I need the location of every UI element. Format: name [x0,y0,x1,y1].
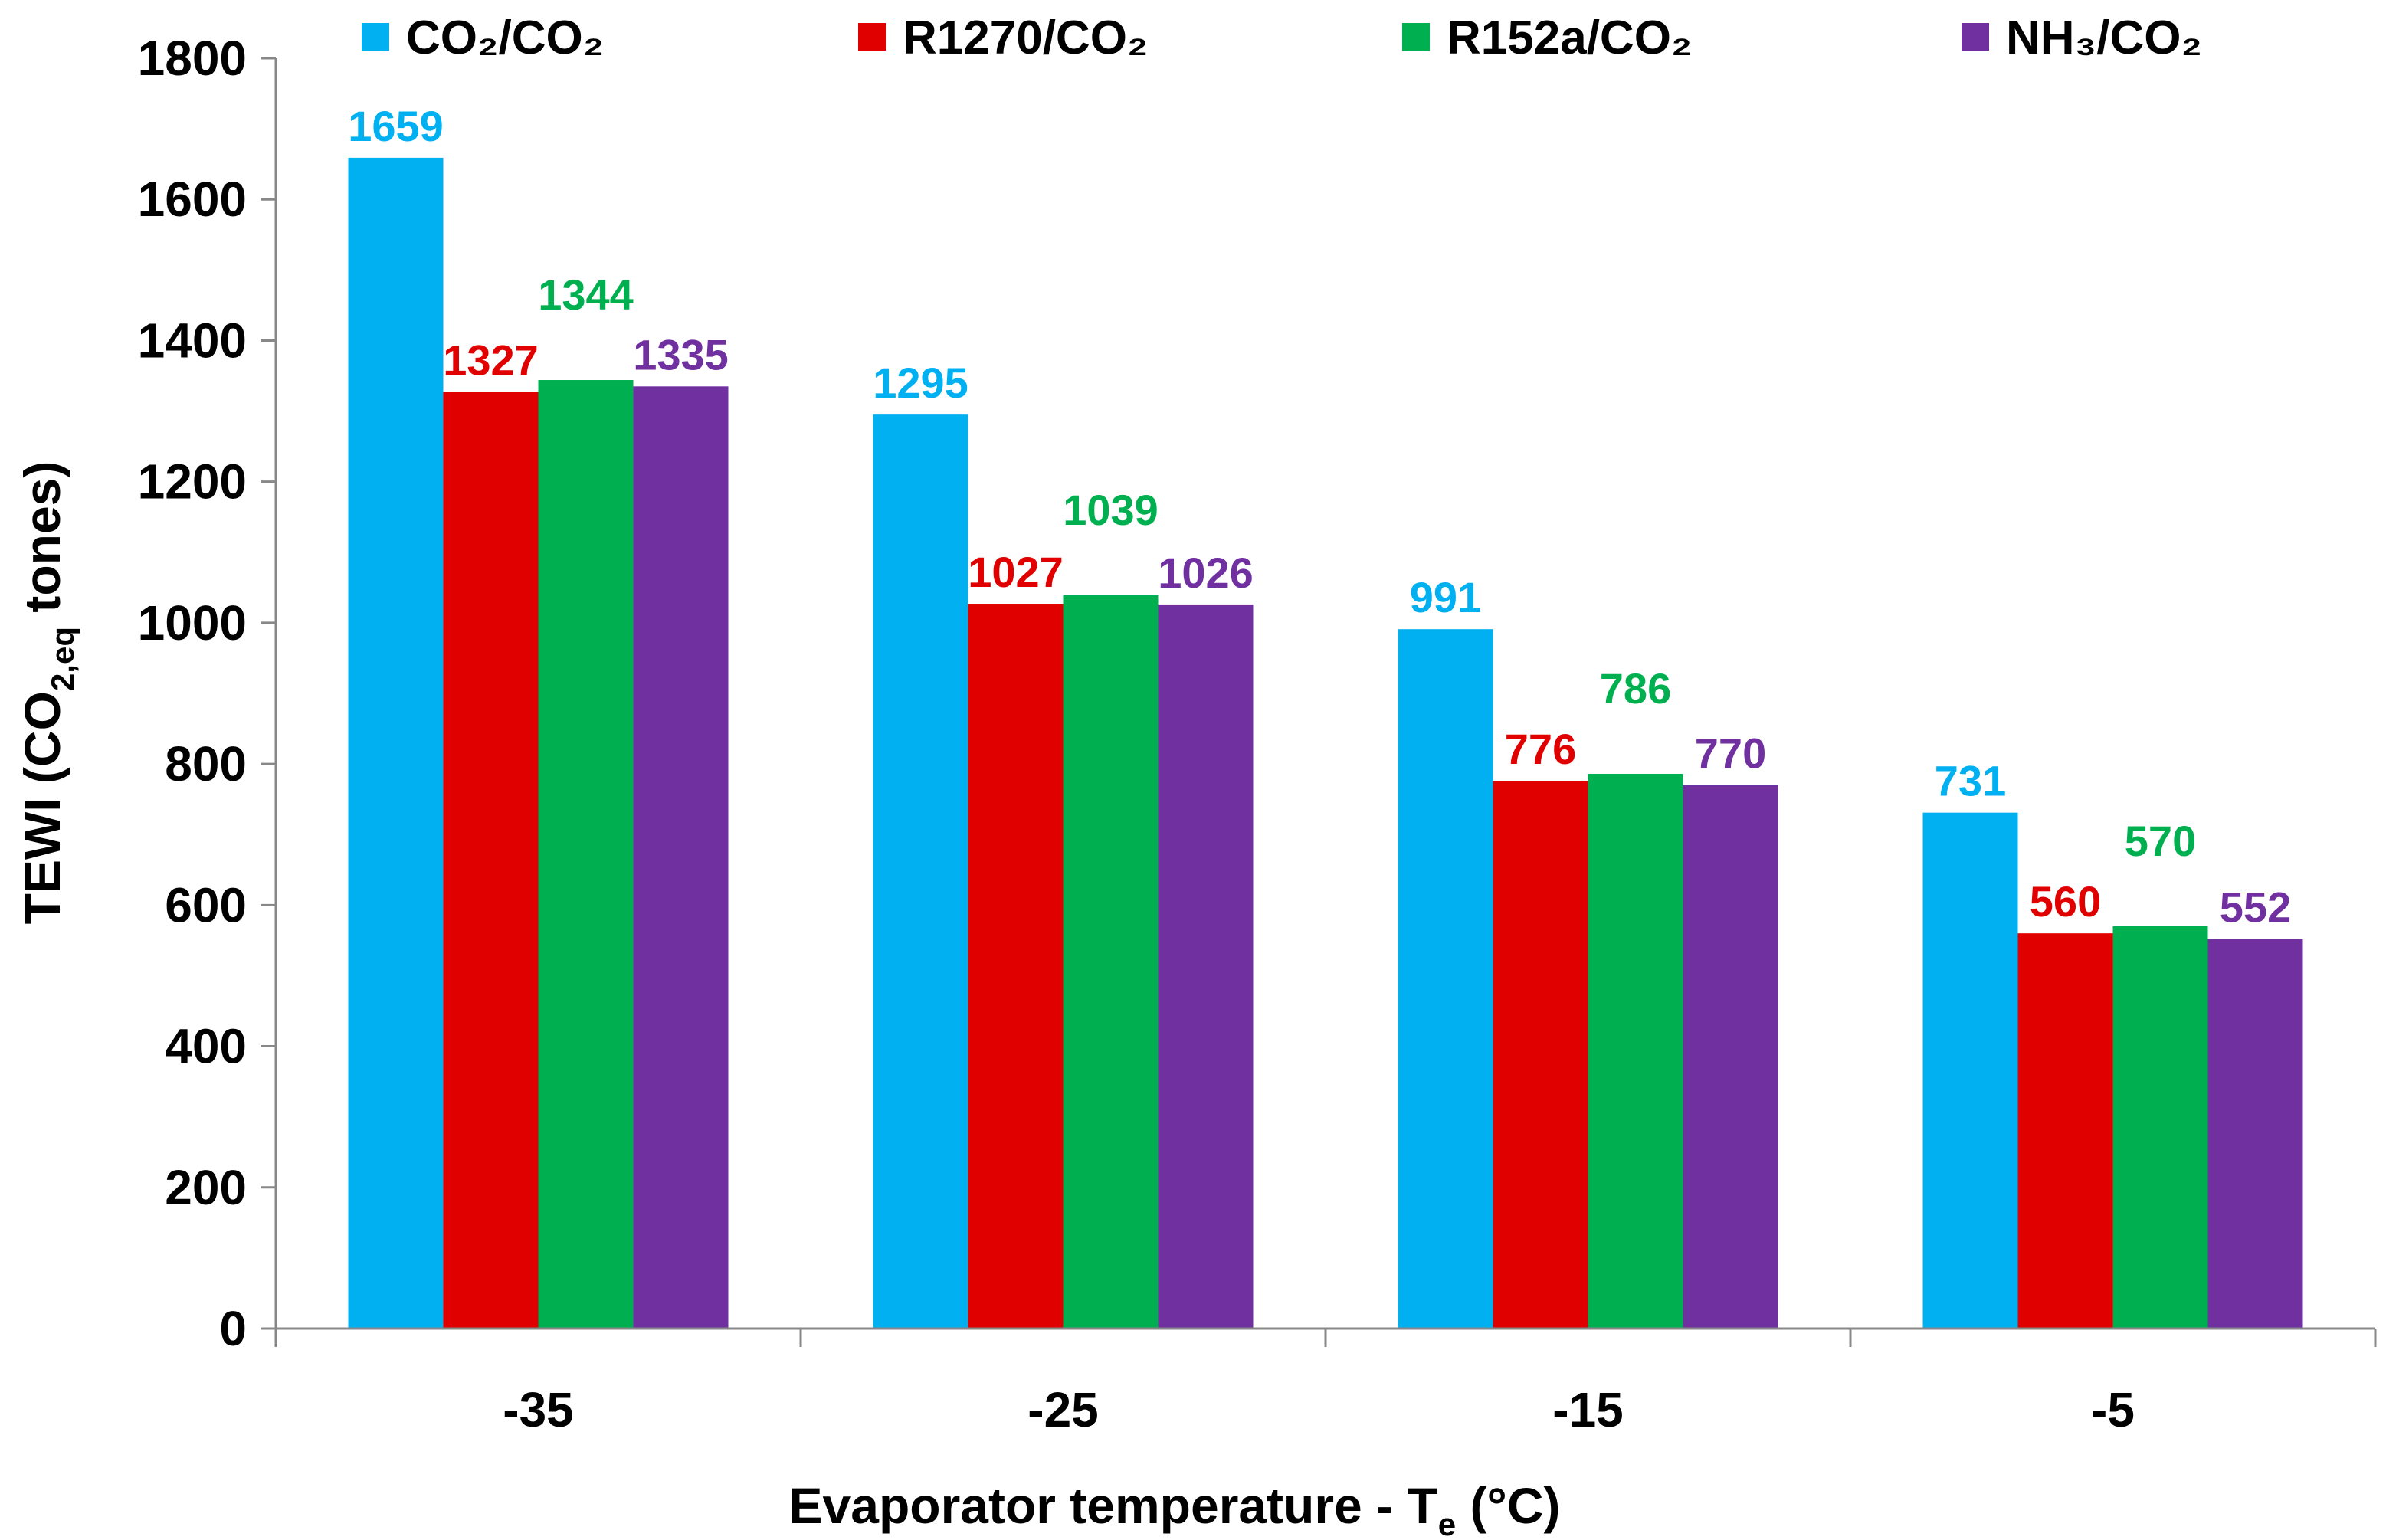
bar [1063,595,1159,1329]
bar [443,392,539,1329]
bars [348,157,2303,1329]
bar [2112,926,2208,1329]
legend-label: R1270/CO₂ [903,11,1148,64]
data-label: 770 [1695,729,1766,778]
x-tick-label: -35 [503,1382,574,1437]
legend-label: R152a/CO₂ [1447,11,1692,64]
legend-swatch [858,23,886,51]
y-tick-label: 1800 [138,31,247,86]
y-tick-label: 600 [165,877,247,932]
y-axis-title: TEWI (CO2,eq tones) [14,461,80,925]
bar [1922,812,2018,1329]
data-label: 570 [2125,817,2196,865]
y-tick-label: 400 [165,1019,247,1074]
legend-label: CO₂/CO₂ [406,11,604,64]
data-label: 552 [2220,883,2291,932]
bar [1398,629,1493,1329]
y-tick-label: 0 [219,1301,247,1356]
data-label: 1039 [1063,486,1159,534]
bar [348,157,444,1329]
legend-item: CO₂/CO₂ [362,11,604,64]
data-label: 776 [1505,725,1576,773]
legend-item: NH₃/CO₂ [1962,11,2202,64]
legend: CO₂/CO₂ R1270/CO₂ R152a/CO₂ NH₃/CO₂ [362,11,2202,64]
data-label: 1026 [1158,549,1254,597]
legend-item: R152a/CO₂ [1402,11,1692,64]
bar [1588,774,1683,1329]
y-tick-label: 1200 [138,454,247,510]
bar [1493,781,1588,1329]
bar [968,604,1064,1329]
legend-swatch [1962,23,1989,51]
data-label: 1027 [968,548,1064,596]
x-tick-label: -15 [1552,1382,1624,1437]
bar [633,386,729,1329]
data-labels: 1659 1295 991 731 1327 1027 776 560 1344 1039 786 5… [348,102,2291,932]
x-tick-label: -5 [2091,1382,2135,1437]
data-label: 1344 [538,270,634,319]
x-axis-title: Evaporator temperature - Te (°C) [789,1477,1561,1540]
data-label: 1659 [348,102,444,150]
bar [2207,939,2303,1329]
data-label: 560 [2030,877,2101,926]
y-tick-label: 1400 [138,313,247,368]
legend-swatch [1402,23,1430,51]
legend-swatch [362,23,389,51]
data-label: 731 [1935,757,2006,805]
y-tick-label: 1600 [138,172,247,227]
data-label: 1327 [443,336,539,385]
x-tick-label: -25 [1027,1382,1099,1437]
bar [2017,933,2113,1329]
data-label: 786 [1600,664,1671,713]
y-tick-label: 1000 [138,595,247,650]
legend-label: NH₃/CO₂ [2006,11,2202,64]
legend-item: R1270/CO₂ [858,11,1148,64]
y-tick-label: 800 [165,736,247,791]
bar [1158,604,1254,1329]
data-label: 991 [1410,573,1481,621]
bar [538,380,634,1329]
data-label: 1295 [873,359,968,407]
data-label: 1335 [633,330,729,378]
y-axis: 0 200 400 600 800 1000 1200 1400 1600 1800 [138,31,277,1356]
bar [873,414,968,1329]
bar [1683,785,1778,1329]
x-axis: -35 -25 -15 -5 [274,1327,2377,1437]
y-tick-label: 200 [165,1160,247,1215]
